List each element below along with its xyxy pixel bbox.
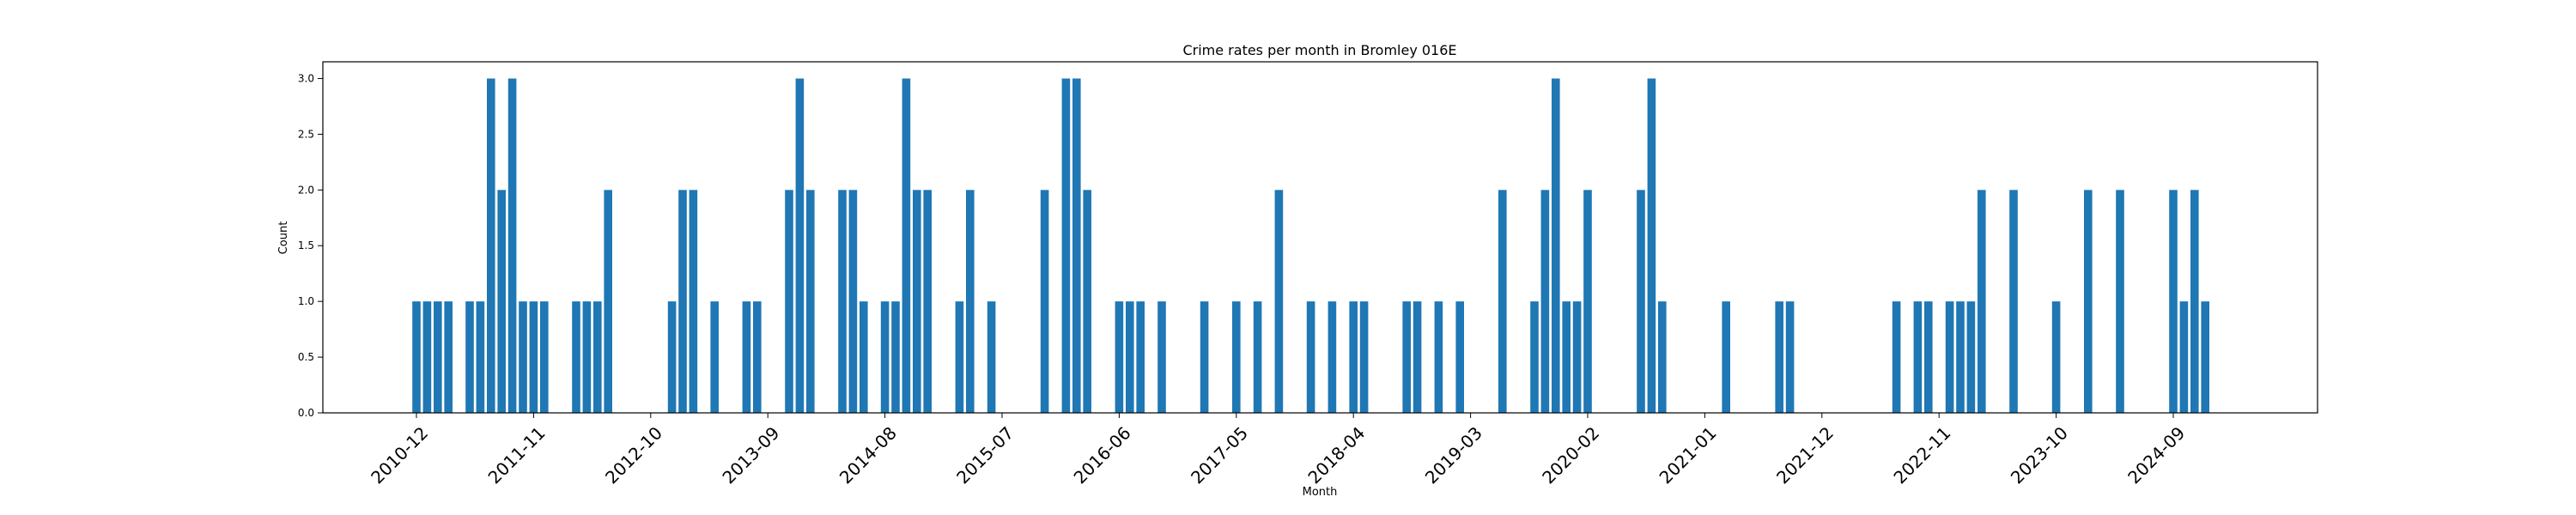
bar-2020-09 <box>1658 301 1667 413</box>
bar-2011-08 <box>497 190 506 413</box>
bar-2021-03 <box>1722 301 1730 413</box>
bar-2013-07 <box>742 301 751 413</box>
bar-2019-02 <box>1455 301 1464 413</box>
bar-2010-12 <box>412 301 421 413</box>
bar-2018-09 <box>1402 301 1411 413</box>
bar-2013-02 <box>689 190 698 413</box>
bar-2022-09 <box>1913 301 1923 413</box>
bar-2017-09 <box>1274 190 1284 413</box>
bar-2016-07 <box>1126 301 1134 413</box>
bar-2015-11 <box>1040 190 1049 413</box>
bar-2014-10 <box>902 78 911 413</box>
bar-2024-09 <box>2169 190 2178 413</box>
bar-2024-10 <box>2179 301 2189 413</box>
bar-2014-06 <box>860 301 868 413</box>
y-tick-label: 1.5 <box>298 239 314 251</box>
bar-2019-06 <box>1498 190 1507 413</box>
bar-2011-02 <box>434 301 442 413</box>
bar-2015-04 <box>966 190 975 413</box>
bar-2022-10 <box>1924 301 1933 413</box>
bar-2019-11 <box>1552 78 1560 413</box>
bar-2011-06 <box>476 301 485 413</box>
bar-2018-10 <box>1413 301 1422 413</box>
y-tick-label: 2.0 <box>298 184 314 196</box>
bar-2024-04 <box>2116 190 2124 413</box>
bar-2024-12 <box>2201 301 2209 413</box>
bar-2011-12 <box>540 301 549 413</box>
bar-2012-03 <box>572 301 580 413</box>
bar-2011-11 <box>529 301 538 413</box>
bar-2017-02 <box>1200 301 1209 413</box>
bar-2014-09 <box>891 301 900 413</box>
bar-2011-01 <box>422 301 432 413</box>
bar-2020-02 <box>1583 190 1592 413</box>
bar-2013-04 <box>710 301 719 413</box>
bar-2013-01 <box>678 190 687 413</box>
bar-2012-06 <box>604 190 612 413</box>
bar-2014-04 <box>838 190 847 413</box>
y-tick-label: 3.0 <box>298 72 314 84</box>
bars-group <box>412 78 2209 413</box>
bar-2015-06 <box>987 301 996 413</box>
bar-2016-02 <box>1072 78 1081 413</box>
bar-2020-08 <box>1647 78 1656 413</box>
bar-2023-10 <box>2051 301 2061 413</box>
bar-2013-12 <box>795 78 805 413</box>
bar-2017-05 <box>1232 301 1241 413</box>
bar-2022-07 <box>1892 301 1901 413</box>
bar-2014-01 <box>806 190 815 413</box>
bar-2023-02 <box>1966 301 1976 413</box>
bar-2024-01 <box>2084 190 2093 413</box>
bar-2014-08 <box>880 301 890 413</box>
y-axis: 0.0 0.5 1.0 1.5 2.0 2.5 3.0 <box>298 72 323 419</box>
bar-2019-09 <box>1530 301 1539 413</box>
bar-2021-08 <box>1775 301 1783 413</box>
bar-2022-12 <box>1945 301 1954 413</box>
bar-2018-12 <box>1434 301 1443 413</box>
x-axis-label: Month <box>1303 486 1338 499</box>
bar-2011-03 <box>444 301 453 413</box>
y-tick-label: 0.5 <box>298 351 314 363</box>
bar-2017-07 <box>1253 301 1262 413</box>
bar-2016-10 <box>1157 301 1166 413</box>
bar-2014-05 <box>848 190 858 413</box>
bar-2013-11 <box>785 190 793 413</box>
bar-2018-04 <box>1349 301 1358 413</box>
chart-title: Crime rates per month in Bromley 016E <box>1182 42 1456 58</box>
bar-2019-10 <box>1540 190 1550 413</box>
bar-2021-09 <box>1785 301 1795 413</box>
bar-2020-07 <box>1637 190 1645 413</box>
y-tick-label: 2.5 <box>298 128 314 140</box>
bar-2013-08 <box>753 301 762 413</box>
bar-2012-05 <box>593 301 602 413</box>
bar-2011-07 <box>487 78 495 413</box>
bar-2023-06 <box>2009 190 2018 413</box>
bar-2016-03 <box>1083 190 1091 413</box>
bar-2011-09 <box>507 78 517 413</box>
bar-2015-03 <box>955 301 964 413</box>
y-tick-label: 1.0 <box>298 295 314 307</box>
bar-2017-12 <box>1306 301 1315 413</box>
bar-2024-11 <box>2190 190 2199 413</box>
bar-2012-12 <box>667 301 677 413</box>
bar-2016-06 <box>1115 301 1124 413</box>
bar-2016-01 <box>1061 78 1071 413</box>
bar-2016-08 <box>1136 301 1145 413</box>
bar-2014-12 <box>923 190 932 413</box>
bar-2011-10 <box>519 301 527 413</box>
y-axis-label: Count <box>277 221 290 255</box>
bar-2023-01 <box>1956 301 1965 413</box>
bar-2023-03 <box>1978 190 1986 413</box>
bar-2018-02 <box>1327 301 1337 413</box>
bar-2019-12 <box>1562 301 1571 413</box>
bar-2020-01 <box>1572 301 1582 413</box>
plot-frame <box>322 61 2318 414</box>
bar-2014-11 <box>913 190 921 413</box>
bar-2011-05 <box>465 301 474 413</box>
y-tick-label: 0.0 <box>298 407 314 419</box>
bar-2018-05 <box>1359 301 1369 413</box>
bar-2012-04 <box>582 301 592 413</box>
